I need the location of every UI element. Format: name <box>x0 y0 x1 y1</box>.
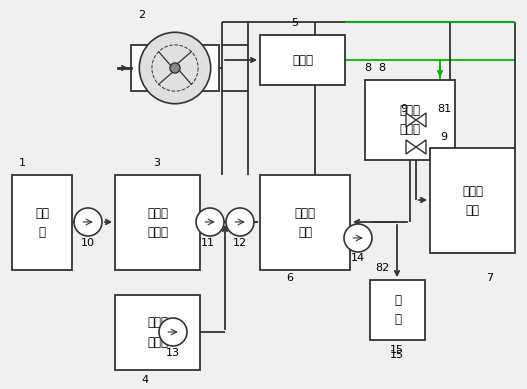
Bar <box>365 80 455 160</box>
Text: 15: 15 <box>390 345 404 355</box>
Text: 4: 4 <box>141 375 149 385</box>
Text: 9: 9 <box>401 104 407 114</box>
Circle shape <box>170 63 180 73</box>
Circle shape <box>226 208 254 236</box>
Bar <box>12 175 72 270</box>
Text: 板式压
滤机: 板式压 滤机 <box>462 184 483 217</box>
Circle shape <box>74 208 102 236</box>
Bar <box>260 175 350 270</box>
Text: 9: 9 <box>441 132 447 142</box>
Polygon shape <box>416 140 426 154</box>
Text: 82: 82 <box>375 263 389 273</box>
Bar <box>430 148 515 253</box>
Text: 14: 14 <box>351 253 365 263</box>
Bar <box>131 45 219 91</box>
Text: 3: 3 <box>153 158 161 168</box>
Circle shape <box>196 208 224 236</box>
Text: 11: 11 <box>201 238 215 248</box>
Text: 1: 1 <box>18 158 25 168</box>
Bar <box>115 175 200 270</box>
Circle shape <box>159 318 187 346</box>
Text: 8: 8 <box>378 63 386 73</box>
Text: 6: 6 <box>287 273 294 283</box>
Circle shape <box>139 32 211 104</box>
Text: 气浮机: 气浮机 <box>292 54 313 67</box>
Text: 2: 2 <box>139 10 145 20</box>
Polygon shape <box>406 113 416 127</box>
Polygon shape <box>416 113 426 127</box>
Text: 10: 10 <box>81 238 95 248</box>
Text: 澄清白
水池: 澄清白 水池 <box>295 207 316 238</box>
Polygon shape <box>406 140 416 154</box>
Text: 地
沟: 地 沟 <box>394 294 401 326</box>
Bar <box>370 280 425 340</box>
Text: 多盘清
白水池: 多盘清 白水池 <box>147 207 168 238</box>
Text: 15: 15 <box>390 350 404 360</box>
Text: 12: 12 <box>233 238 247 248</box>
Text: 多盘浊
白水池: 多盘浊 白水池 <box>399 104 421 136</box>
Text: 81: 81 <box>437 104 451 114</box>
Circle shape <box>344 224 372 252</box>
Bar <box>115 295 200 370</box>
Text: 13: 13 <box>166 348 180 358</box>
Text: 尾渣
槽: 尾渣 槽 <box>35 207 49 238</box>
Text: 絮凝剂
溶解槽: 絮凝剂 溶解槽 <box>147 317 168 349</box>
Bar <box>260 35 345 85</box>
Text: 7: 7 <box>486 273 494 283</box>
Text: 5: 5 <box>291 18 298 28</box>
Text: 8: 8 <box>365 63 372 73</box>
